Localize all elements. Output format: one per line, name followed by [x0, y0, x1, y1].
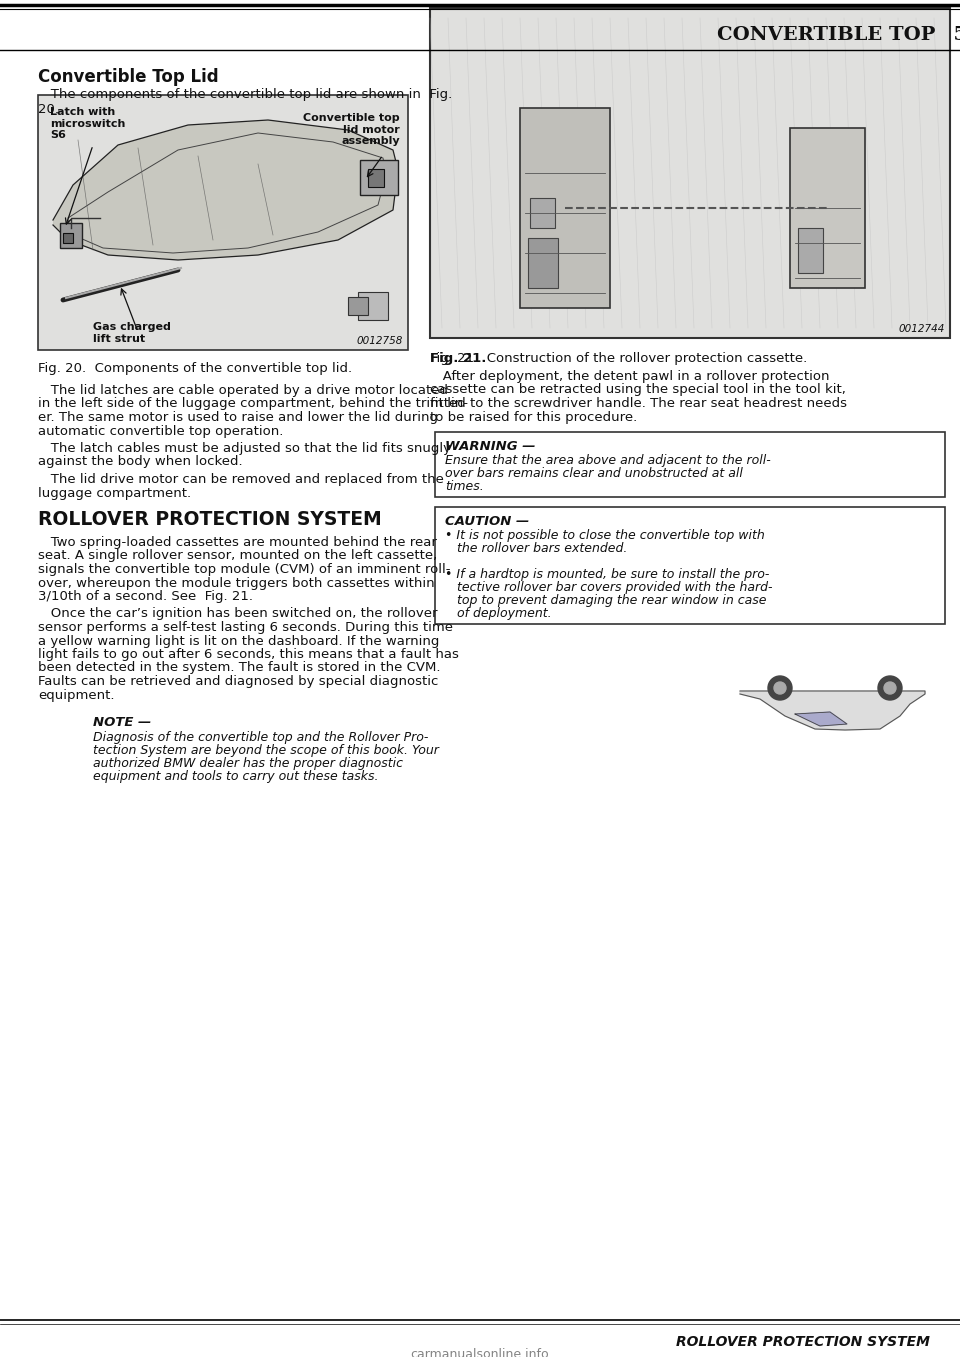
Polygon shape	[740, 691, 925, 730]
Text: tection System are beyond the scope of this book. Your: tection System are beyond the scope of t…	[93, 744, 439, 757]
Text: authorized BMW dealer has the proper diagnostic: authorized BMW dealer has the proper dia…	[93, 757, 403, 769]
Text: The lid drive motor can be removed and replaced from the: The lid drive motor can be removed and r…	[38, 474, 444, 486]
Text: automatic convertible top operation.: automatic convertible top operation.	[38, 425, 283, 437]
Bar	[435, 432, 945, 497]
Text: The lid latches are cable operated by a drive motor located: The lid latches are cable operated by a …	[38, 384, 448, 398]
Bar	[528, 237, 558, 288]
Text: CONVERTIBLE TOP: CONVERTIBLE TOP	[716, 26, 935, 43]
Text: Two spring-loaded cassettes are mounted behind the rear: Two spring-loaded cassettes are mounted …	[38, 536, 437, 550]
Text: Once the car’s ignition has been switched on, the rollover: Once the car’s ignition has been switche…	[38, 608, 438, 620]
Text: NOTE —: NOTE —	[93, 716, 152, 729]
Bar	[530, 198, 555, 228]
Text: Fig. 21.: Fig. 21.	[430, 351, 487, 365]
Bar	[348, 297, 368, 315]
Text: • It is not possible to close the convertible top with: • It is not possible to close the conver…	[445, 529, 765, 541]
Bar	[435, 508, 945, 624]
Text: ROLLOVER PROTECTION SYSTEM: ROLLOVER PROTECTION SYSTEM	[676, 1335, 930, 1349]
Text: over bars remains clear and unobstructed at all: over bars remains clear and unobstructed…	[445, 467, 743, 480]
Text: Fig. 20.  Components of the convertible top lid.: Fig. 20. Components of the convertible t…	[38, 362, 352, 375]
Text: Ensure that the area above and adjacent to the roll-: Ensure that the area above and adjacent …	[445, 455, 771, 467]
Text: 541-9: 541-9	[940, 26, 960, 43]
Bar	[430, 8, 950, 338]
Text: CAUTION —: CAUTION —	[445, 516, 529, 528]
Bar	[63, 233, 73, 243]
Circle shape	[878, 676, 902, 700]
Text: Faults can be retrieved and diagnosed by special diagnostic: Faults can be retrieved and diagnosed by…	[38, 674, 439, 688]
Text: Convertible top
lid motor
assembly: Convertible top lid motor assembly	[303, 113, 400, 147]
Text: Fig. 21.  Construction of the rollover protection cassette.: Fig. 21. Construction of the rollover pr…	[430, 351, 807, 365]
Polygon shape	[53, 119, 398, 261]
Text: against the body when locked.: against the body when locked.	[38, 456, 243, 468]
Text: fitted to the screwdriver handle. The rear seat headrest needs: fitted to the screwdriver handle. The re…	[430, 398, 847, 410]
Text: tective rollover bar covers provided with the hard-: tective rollover bar covers provided wit…	[445, 581, 773, 594]
Text: After deployment, the detent pawl in a rollover protection: After deployment, the detent pawl in a r…	[430, 370, 829, 383]
Text: over, whereupon the module triggers both cassettes within: over, whereupon the module triggers both…	[38, 577, 435, 589]
Text: The latch cables must be adjusted so that the lid fits snugly: The latch cables must be adjusted so tha…	[38, 442, 451, 455]
Text: cassette can be retracted using the special tool in the tool kit,: cassette can be retracted using the spec…	[430, 384, 846, 396]
Text: of deployment.: of deployment.	[445, 607, 552, 620]
Text: in the left side of the luggage compartment, behind the trim lin-: in the left side of the luggage compartm…	[38, 398, 468, 411]
Bar	[520, 109, 610, 308]
Text: 0012744: 0012744	[899, 324, 945, 334]
Text: times.: times.	[445, 480, 484, 493]
Text: Gas charged
lift strut: Gas charged lift strut	[93, 322, 171, 343]
Circle shape	[768, 676, 792, 700]
Text: 3/10th of a second. See  Fig. 21.: 3/10th of a second. See Fig. 21.	[38, 590, 253, 603]
Polygon shape	[795, 712, 847, 726]
Bar	[798, 228, 823, 273]
Text: seat. A single rollover sensor, mounted on the left cassette,: seat. A single rollover sensor, mounted …	[38, 550, 437, 563]
Text: Convertible Top Lid: Convertible Top Lid	[38, 68, 219, 85]
Bar	[368, 170, 384, 187]
Text: been detected in the system. The fault is stored in the CVM.: been detected in the system. The fault i…	[38, 661, 441, 674]
Text: Latch with
microswitch
S6: Latch with microswitch S6	[50, 107, 126, 140]
Text: light fails to go out after 6 seconds, this means that a fault has: light fails to go out after 6 seconds, t…	[38, 649, 459, 661]
Text: 0012758: 0012758	[356, 337, 403, 346]
Text: carmanualsonline.info: carmanualsonline.info	[411, 1348, 549, 1357]
Bar	[360, 160, 398, 195]
Bar	[358, 292, 388, 320]
Text: the rollover bars extended.: the rollover bars extended.	[445, 541, 628, 555]
Bar	[38, 95, 408, 350]
Text: sensor performs a self-test lasting 6 seconds. During this time: sensor performs a self-test lasting 6 se…	[38, 622, 453, 634]
Text: er. The same motor is used to raise and lower the lid during: er. The same motor is used to raise and …	[38, 411, 438, 423]
Text: ROLLOVER PROTECTION SYSTEM: ROLLOVER PROTECTION SYSTEM	[38, 510, 382, 529]
Text: luggage compartment.: luggage compartment.	[38, 487, 191, 499]
Text: equipment.: equipment.	[38, 688, 114, 702]
Text: equipment and tools to carry out these tasks.: equipment and tools to carry out these t…	[93, 769, 378, 783]
Text: top to prevent damaging the rear window in case: top to prevent damaging the rear window …	[445, 594, 766, 607]
Text: to be raised for this procedure.: to be raised for this procedure.	[430, 411, 637, 423]
Text: a yellow warning light is lit on the dashboard. If the warning: a yellow warning light is lit on the das…	[38, 635, 440, 647]
Circle shape	[774, 683, 786, 693]
Bar	[60, 223, 82, 248]
Circle shape	[884, 683, 896, 693]
Text: Diagnosis of the convertible top and the Rollover Pro-: Diagnosis of the convertible top and the…	[93, 731, 428, 744]
Text: The components of the convertible top lid are shown in  Fig.
20.: The components of the convertible top li…	[38, 88, 452, 115]
Text: signals the convertible top module (CVM) of an imminent roll-: signals the convertible top module (CVM)…	[38, 563, 450, 575]
Text: WARNING —: WARNING —	[445, 440, 536, 453]
Bar	[790, 128, 865, 288]
Text: • If a hardtop is mounted, be sure to install the pro-: • If a hardtop is mounted, be sure to in…	[445, 569, 769, 581]
